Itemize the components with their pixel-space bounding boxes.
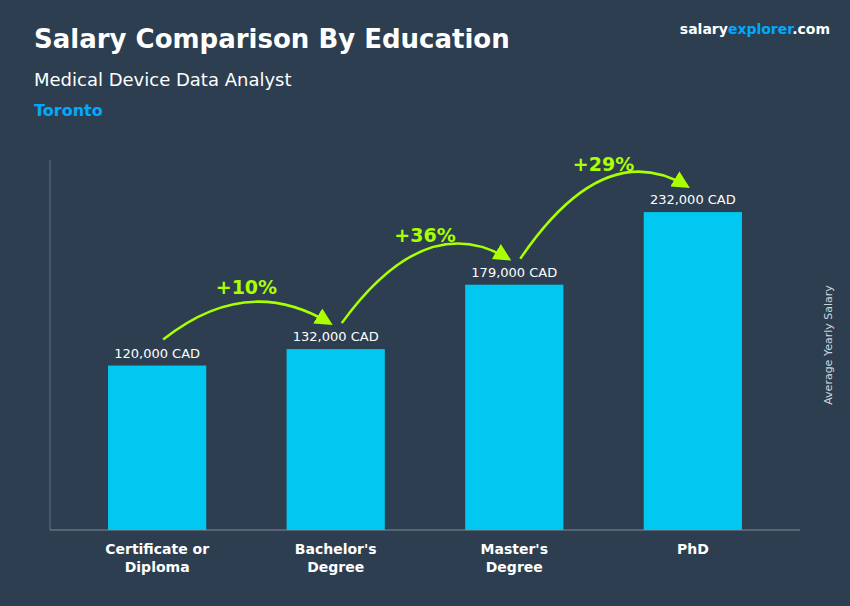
data-label: 179,000 CAD bbox=[471, 265, 557, 280]
source-part: explorer bbox=[728, 21, 794, 37]
y-axis-label: Average Yearly Salary bbox=[822, 285, 835, 405]
y-axis-line bbox=[50, 160, 51, 530]
title: Salary Comparison By Education bbox=[34, 24, 510, 54]
change-label: +29% bbox=[573, 153, 634, 175]
change-arrow bbox=[163, 302, 330, 340]
change-label: +10% bbox=[216, 276, 277, 298]
background bbox=[0, 0, 850, 606]
location: Toronto bbox=[34, 101, 103, 120]
data-label: 120,000 CAD bbox=[114, 346, 200, 361]
chart: Salary Comparison By Education Medical De… bbox=[0, 0, 850, 606]
bar bbox=[287, 349, 385, 530]
bar bbox=[644, 212, 742, 530]
source-part: salary bbox=[680, 21, 728, 37]
x-tick-label-line: PhD bbox=[677, 541, 709, 557]
x-tick-label: Bachelor's Degree bbox=[295, 541, 377, 575]
source: salaryexplorer.com bbox=[680, 21, 830, 37]
data-label: 232,000 CAD bbox=[650, 192, 736, 207]
x-tick-label-line: Bachelor's bbox=[295, 541, 377, 557]
x-tick-label-line: Master's bbox=[481, 541, 548, 557]
x-tick-label-line: Degree bbox=[307, 559, 364, 575]
x-tick-label-line: Diploma bbox=[125, 559, 190, 575]
x-tick-label: Certificate or Diploma bbox=[105, 541, 209, 575]
bars bbox=[108, 212, 742, 530]
x-tick-label: Master's Degree bbox=[481, 541, 548, 575]
subtitle: Medical Device Data Analyst bbox=[34, 69, 292, 90]
data-label: 132,000 CAD bbox=[293, 329, 379, 344]
bar bbox=[108, 366, 206, 530]
change-arrow bbox=[520, 172, 687, 259]
change-label: +36% bbox=[394, 224, 455, 246]
x-tick-label-line: Degree bbox=[486, 559, 543, 575]
change-arrow bbox=[342, 243, 509, 323]
x-tick-label-line: Certificate or bbox=[105, 541, 209, 557]
bar bbox=[465, 285, 563, 530]
chart-container: Salary Comparison By Education Medical De… bbox=[0, 0, 850, 606]
x-tick-label: PhD bbox=[677, 541, 709, 557]
source-part: .com bbox=[792, 21, 830, 37]
